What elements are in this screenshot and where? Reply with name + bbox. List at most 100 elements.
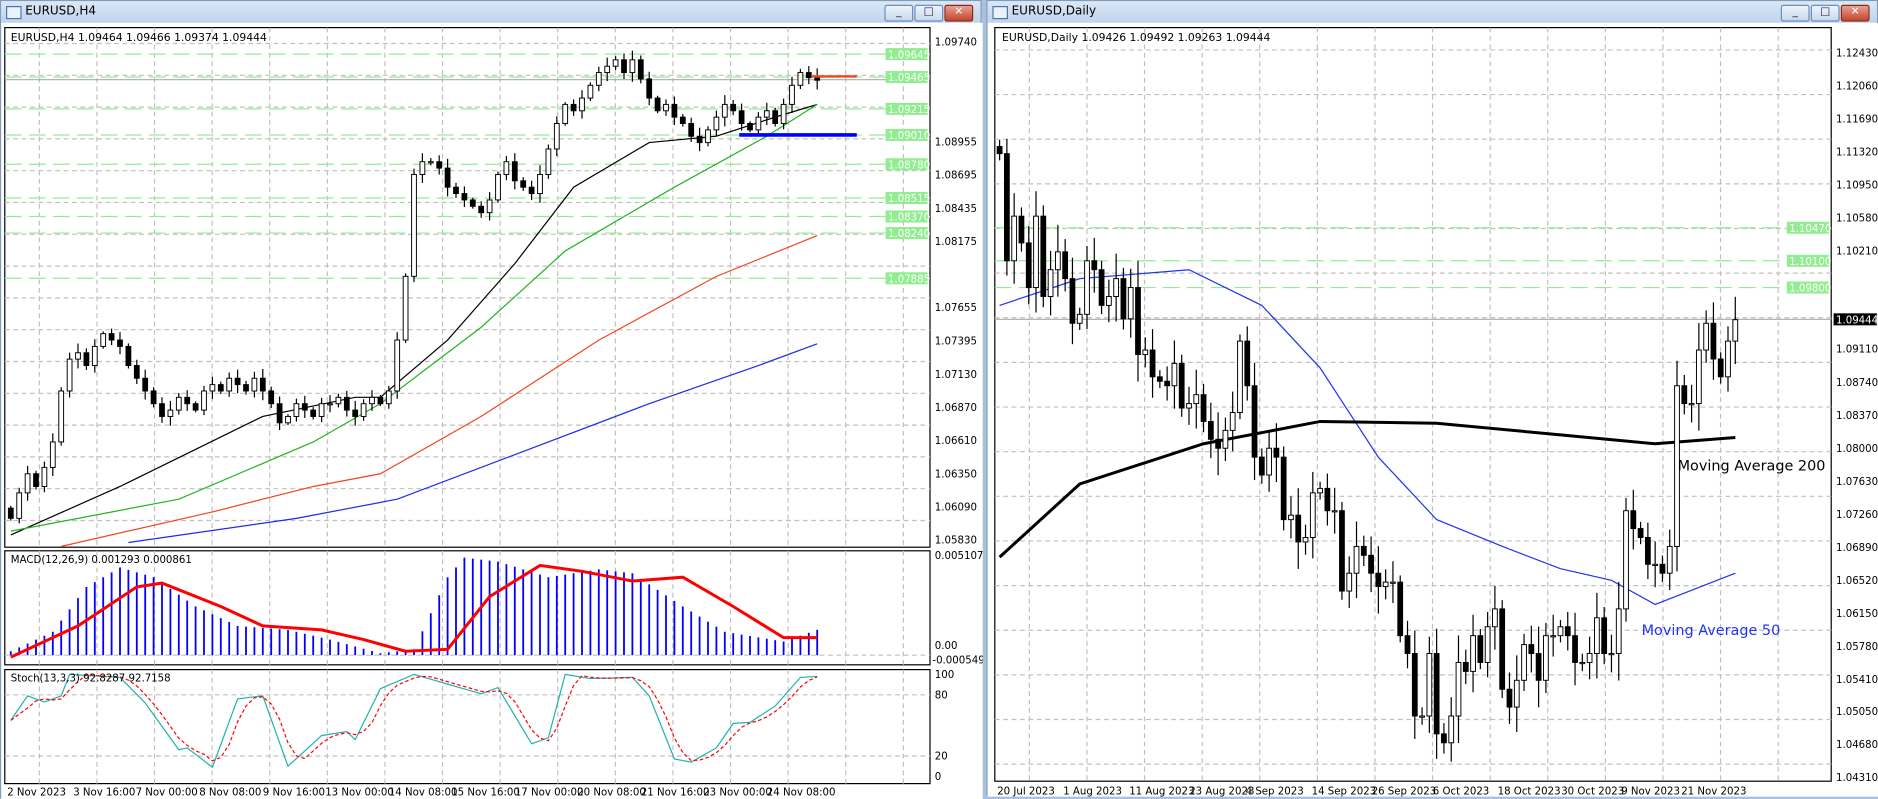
moving-average-line [128, 343, 818, 544]
maximize-button[interactable]: □ [1810, 4, 1840, 22]
daily-candle [1054, 251, 1061, 271]
chart-header: EURUSD,H4 1.09464 1.09466 1.09374 1.0944… [11, 31, 267, 44]
h4-candle [150, 390, 157, 405]
h4-candle [763, 110, 770, 118]
level-label-bg [885, 227, 928, 240]
price-axis-label: 1.08175 [935, 237, 977, 248]
price-axis-label: 1.06610 [935, 436, 977, 447]
daily-candle [1098, 269, 1105, 306]
h4-candle [511, 161, 518, 182]
bid-price-label: 1.09444 [1836, 316, 1878, 327]
price-axis-label: 1.08955 [935, 138, 977, 149]
h4-candle [394, 339, 401, 392]
price-axis-label: 1.06520 [1836, 576, 1878, 587]
h4-candle [562, 103, 569, 124]
price-axis-label: 1.11690 [1836, 114, 1878, 125]
daily-candle [1142, 349, 1149, 355]
price-axis-label: 1.10950 [1836, 181, 1878, 192]
h4-title-bar[interactable]: EURUSD,H4 _ □ ✕ [1, 1, 981, 23]
daily-candle [1105, 296, 1112, 306]
h4-candle [285, 415, 291, 424]
daily-candle [1324, 487, 1331, 512]
h4-candle [369, 396, 375, 405]
h4-candle [83, 352, 90, 366]
daily-chart[interactable]: EURUSD,Daily 1.09426 1.09492 1.09263 1.0… [987, 1, 1878, 797]
h4-candle [310, 409, 317, 417]
minimize-button[interactable]: _ [1780, 4, 1810, 22]
daily-candle [1171, 362, 1178, 387]
daily-candle [1674, 385, 1680, 547]
h4-candle [251, 377, 258, 392]
price-axis-label: 1.06350 [935, 469, 977, 480]
minimize-button[interactable]: _ [884, 4, 914, 22]
time-axis-label: 30 Oct 2023 [1561, 786, 1624, 796]
price-axis-label: 1.09110 [1836, 345, 1878, 356]
time-axis-label: 20 Nov 08:00 [577, 788, 646, 799]
daily-candle [1470, 635, 1476, 672]
level-price-label: 1.09645 [888, 50, 930, 61]
time-axis-label: 26 Sep 2023 [1372, 786, 1437, 796]
h4-candle [486, 199, 493, 214]
daily-candle [1681, 385, 1688, 405]
daily-candle [1535, 653, 1542, 681]
close-button[interactable]: ✕ [1840, 4, 1870, 22]
level-price-label: 1.08370 [888, 213, 930, 224]
daily-candle [1572, 635, 1578, 663]
daily-candle [1688, 403, 1695, 406]
time-axis-label: 6 Oct 2023 [1433, 786, 1490, 796]
price-axis-label: 1.07260 [1836, 510, 1878, 521]
time-axis-label: 18 Oct 2023 [1498, 786, 1561, 796]
level-price-label: 1.08515 [888, 194, 930, 205]
stoch-axis-label: 20 [935, 752, 948, 763]
daily-candle [1499, 608, 1506, 690]
ma200-annotation: Moving Average 200 [1677, 457, 1826, 475]
h4-chart[interactable]: EURUSD,H4 1.09464 1.09466 1.09374 1.0944… [1, 1, 983, 799]
h4-candle [579, 97, 585, 112]
daily-candle [1011, 215, 1018, 262]
daily-candle [1608, 653, 1615, 656]
daily-candle [1120, 278, 1127, 320]
maximize-button[interactable]: □ [914, 4, 944, 22]
time-axis-label: 23 Nov 00:00 [703, 788, 772, 799]
daily-candle [1477, 635, 1484, 663]
daily-candle [1623, 510, 1629, 610]
daily-title-bar[interactable]: EURUSD,Daily _ □ ✕ [987, 1, 1877, 23]
daily-candle [1062, 251, 1069, 280]
daily-candle [1135, 287, 1141, 355]
daily-candle [1426, 653, 1433, 717]
daily-candle [1484, 626, 1491, 663]
price-axis-label: 1.08000 [1836, 444, 1878, 455]
macd-label: MACD(12,26,9) 0.001293 0.000861 [11, 555, 192, 566]
daily-candle [1025, 242, 1032, 289]
daily-candle [1521, 644, 1527, 681]
daily-candle [1273, 447, 1280, 458]
h4-candle [209, 384, 216, 392]
h4-candle [789, 84, 795, 105]
daily-candle [1462, 661, 1469, 672]
h4-candle [646, 78, 653, 99]
daily-candle [1637, 528, 1644, 538]
daily-candle [1251, 385, 1258, 458]
close-button[interactable]: ✕ [944, 4, 974, 22]
time-axis-label: 4 Sep 2023 [1246, 786, 1304, 796]
price-axis-label: 1.05830 [935, 536, 977, 547]
h4-candle [814, 77, 821, 81]
h4-candle [335, 396, 342, 405]
macd-signal-line [10, 563, 818, 659]
level-price-label: 1.08240 [888, 229, 930, 240]
daily-candle [1441, 733, 1447, 744]
h4-candle [461, 193, 468, 201]
macd-axis-min: -0.000549 [932, 656, 982, 667]
daily-candle [1382, 581, 1389, 588]
plot-area [4, 27, 931, 548]
daily-candle [1091, 260, 1098, 271]
daily-candle [1543, 635, 1549, 681]
daily-candle [1375, 572, 1382, 588]
h4-candle [58, 390, 65, 443]
time-axis-label: 1 Aug 2023 [1063, 786, 1122, 796]
price-axis-label: 1.08370 [1836, 411, 1878, 422]
level-price-label: 1.09465 [888, 73, 930, 84]
time-axis-label: 14 Sep 2023 [1312, 786, 1377, 796]
daily-candle [1237, 340, 1243, 414]
daily-candle [1200, 394, 1207, 422]
